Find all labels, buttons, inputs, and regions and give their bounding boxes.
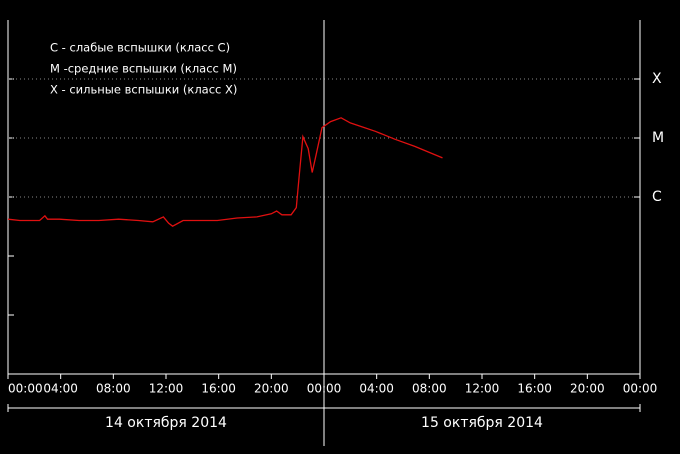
day-label: 15 октября 2014 [421,415,543,431]
legend-note: X - сильные вспышки (класс X) [50,83,237,97]
flux-line [7,117,443,227]
legend-note: C - слабые вспышки (класс C) [50,41,230,55]
x-tick-label: 16:00 [517,382,552,396]
x-tick-label: 04:00 [359,382,394,396]
x-tick-label: 16:00 [201,382,236,396]
x-tick-label: 20:00 [254,382,289,396]
x-tick-label: 12:00 [149,382,184,396]
x-tick-label: 20:00 [570,382,605,396]
x-tick-label: 00:00 [8,382,43,396]
y-tick-label: X [652,71,662,87]
x-tick-label: 08:00 [412,382,447,396]
x-tick-label: 00:00 [623,382,658,396]
y-tick-label: C [652,189,662,205]
x-tick-label: 04:00 [43,382,78,396]
legend-note: M -средние вспышки (класс M) [50,62,237,76]
x-tick-label: 08:00 [96,382,131,396]
day-label: 14 октября 2014 [105,415,227,431]
x-tick-label: 12:00 [465,382,500,396]
y-tick-label: M [652,130,664,146]
